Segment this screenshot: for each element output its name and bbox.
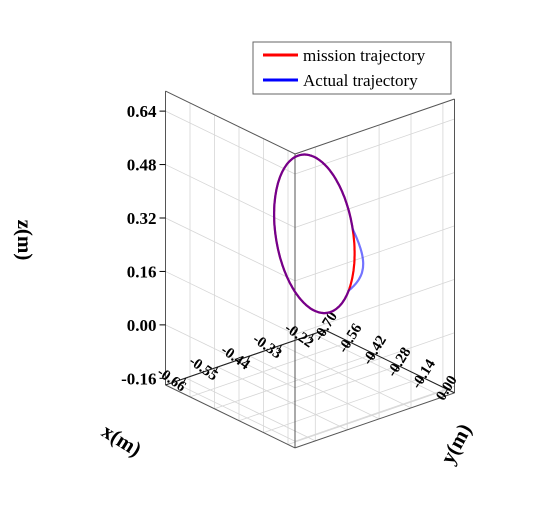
grid-line-x (281, 344, 412, 409)
grid-line-z (165, 377, 296, 442)
grid-line-z (165, 110, 296, 175)
grid-line-z (165, 271, 296, 335)
y-axis-title: y(m) (435, 420, 476, 468)
grid-line-z (294, 118, 455, 175)
box-edge (165, 90, 296, 155)
y-tick-mark (320, 329, 326, 337)
legend-label-actual: Actual trajectory (303, 71, 418, 90)
x-axis-line (165, 329, 326, 386)
y-axis-line (324, 329, 455, 394)
z-tick-label: -0.16 (121, 369, 156, 388)
z-tick-label: 0.48 (127, 156, 157, 175)
legend-box (252, 41, 452, 95)
x-tick-mark (309, 333, 314, 341)
x-tick-mark (278, 344, 282, 352)
x-tick-mark (214, 366, 219, 374)
grid-line-x (313, 333, 444, 398)
grid-line-z (294, 332, 455, 389)
legend-label-mission: mission trajectory (303, 46, 426, 65)
box-edge (294, 392, 455, 449)
grid-line-z (165, 217, 296, 282)
grid-line-y (189, 341, 350, 398)
x-tick-mark (182, 377, 187, 385)
grid-line-z (165, 324, 296, 389)
y-tick-mark (418, 377, 424, 384)
series-line-actual (273, 153, 365, 315)
box-edge (165, 384, 296, 449)
z-tick-label: 0.00 (127, 316, 157, 335)
y-tick-mark (394, 365, 399, 372)
grid-line-y (287, 389, 448, 445)
grid-line-y (238, 365, 399, 422)
box-edge (294, 98, 455, 155)
z-tick-label: 0.16 (127, 262, 157, 281)
y-tick-mark (345, 341, 350, 349)
x-tick-mark (246, 355, 251, 363)
y-tick-mark (369, 353, 375, 361)
grid-line-z (294, 278, 455, 335)
z-tick-label: 0.64 (127, 102, 157, 121)
box-edges (165, 90, 455, 449)
grid-line-x (249, 355, 380, 420)
grid-line-z (294, 172, 455, 228)
z-tick-label: 0.32 (127, 209, 157, 228)
grid-line-y (214, 353, 375, 410)
grid-line-z (294, 385, 455, 442)
grid-line-z (294, 225, 455, 282)
series-lines (273, 153, 365, 315)
y-tick-mark (443, 389, 448, 396)
z-axis-title: z(m) (13, 220, 37, 261)
legend: mission trajectory Actual trajectory (252, 41, 452, 95)
grid-line-x (185, 377, 316, 442)
x-axis-title: x(m) (98, 419, 146, 462)
grid-line-y (263, 377, 424, 433)
